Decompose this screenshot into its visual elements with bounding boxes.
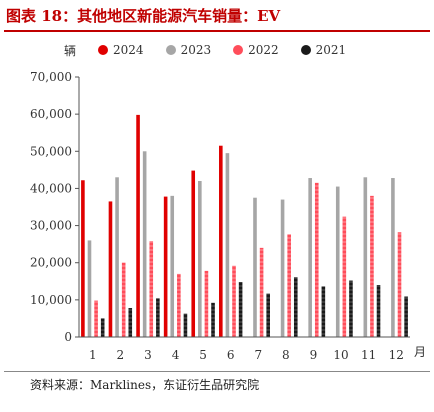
x-unit-label: 月	[414, 345, 426, 359]
legend-swatch-2022	[233, 45, 244, 55]
bar-2021-m4	[183, 313, 188, 337]
y-tick-label: 20,000	[30, 256, 72, 270]
x-tick-label: 5	[199, 348, 207, 362]
y-tick-label: 40,000	[30, 181, 72, 195]
bar-2022-m1	[94, 300, 98, 337]
bar-2021-m11	[376, 285, 381, 337]
bar-2024-m4	[163, 196, 168, 337]
legend-label-2023: 2023	[180, 43, 212, 57]
x-tick-label: 1	[89, 348, 97, 362]
bar-2024-m5	[191, 170, 196, 337]
bar-2024-m2	[108, 201, 113, 337]
legend-item-2024: 2024	[98, 43, 144, 57]
y-tick-label: 50,000	[30, 144, 72, 158]
bar-2022-m8	[287, 234, 291, 337]
legend-swatch-2024	[98, 45, 109, 55]
bar-2021-m2	[128, 308, 133, 337]
bar-2021-m10	[349, 280, 353, 337]
bar-2021-m12	[404, 296, 408, 337]
bar-2022-m3	[149, 241, 154, 337]
bar-2024-m1	[81, 180, 85, 337]
bar-2023-m12	[391, 178, 395, 337]
y-unit-label: 辆	[64, 43, 77, 58]
x-tick-label: 12	[389, 348, 404, 362]
bar-2021-m3	[156, 298, 160, 337]
legend-swatch-2023	[165, 45, 176, 55]
y-tick-label: 10,000	[30, 293, 72, 307]
legend: 辆 2024 2023 2022 2021	[64, 42, 368, 58]
legend-item-2021: 2021	[300, 43, 347, 57]
x-tick-label: 6	[227, 348, 235, 362]
bar-2024-m6	[219, 145, 223, 337]
bar-2023-m1	[87, 240, 92, 337]
y-tick-label: 60,000	[30, 107, 72, 121]
bar-2023-m5	[198, 181, 202, 337]
legend-label-2021: 2021	[315, 43, 347, 57]
bars-group	[81, 114, 408, 337]
x-tick-label: 3	[144, 348, 152, 362]
bar-2023-m10	[335, 186, 340, 337]
x-tick-label: 2	[117, 348, 125, 362]
y-tick-label: 30,000	[30, 219, 72, 233]
bar-2022-m6	[232, 265, 236, 337]
legend-item-2022: 2022	[233, 43, 279, 57]
bar-2023-m4	[170, 195, 175, 337]
bar-2021-m8	[293, 277, 298, 337]
bar-2021-m6	[238, 282, 243, 337]
x-tick-label: 4	[172, 348, 180, 362]
bar-2021-m9	[321, 286, 326, 337]
bar-2022-m9	[314, 182, 319, 337]
x-tick-label: 11	[361, 348, 376, 362]
legend-swatch-2021	[300, 45, 311, 55]
bar-2022-m4	[177, 273, 181, 337]
y-tick-label: 70,000	[30, 70, 72, 84]
bar-2023-m2	[115, 177, 119, 337]
source-note: 资料来源：Marklines，东证衍生品研究院	[30, 378, 260, 392]
x-tick-label: 9	[310, 348, 318, 362]
legend-item-2023: 2023	[165, 43, 212, 57]
bar-2023-m11	[363, 177, 368, 337]
bar-2023-m6	[225, 153, 230, 337]
x-tick-label: 7	[254, 348, 262, 362]
bar-2023-m9	[308, 178, 312, 337]
y-axis: 0 10,000 20,000 30,000 40,000 50,000 60,000 70,…	[30, 70, 80, 344]
bar-2023-m7	[253, 197, 257, 337]
bar-2021-m7	[266, 293, 270, 337]
bar-2021-m5	[211, 302, 215, 337]
bar-2022-m10	[342, 216, 347, 337]
x-axis: 1 2 3 4 5 6 7 8 9 10 11 12 月	[79, 336, 426, 362]
bar-2022-m2	[121, 262, 126, 337]
bar-2022-m12	[397, 232, 402, 337]
chart-title: 图表 18：其他地区新能源汽车销量：EV	[6, 7, 281, 25]
title-divider	[4, 30, 430, 32]
bar-2021-m1	[100, 318, 105, 337]
legend-label-2022: 2022	[248, 43, 279, 57]
bar-2024-m3	[136, 114, 140, 337]
x-tick-label: 10	[333, 348, 348, 362]
bar-2022-m5	[204, 270, 209, 337]
y-tick-label: 0	[64, 330, 72, 344]
x-tick-label: 8	[282, 348, 290, 362]
legend-label-2024: 2024	[113, 43, 144, 57]
bar-2022-m11	[370, 195, 374, 337]
bar-2023-m3	[142, 151, 147, 337]
footer-divider	[4, 371, 430, 372]
bar-2023-m8	[280, 199, 285, 337]
bar-2022-m7	[259, 247, 264, 337]
